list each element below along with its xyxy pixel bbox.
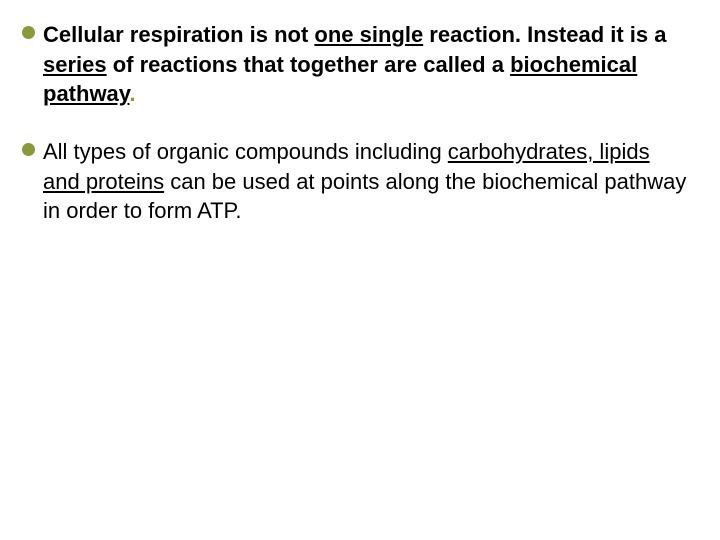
slide-content: Cellular respiration is not one single r…: [22, 20, 690, 226]
bullet-text: All types of organic compounds including…: [43, 137, 690, 226]
text-segment: .: [129, 81, 135, 106]
text-segment: All types of organic compounds including: [43, 139, 448, 164]
text-segment: one single: [314, 22, 423, 47]
bullet-item-0: Cellular respiration is not one single r…: [22, 20, 690, 109]
text-segment: series: [43, 52, 107, 77]
text-segment: Cellular respiration is not: [43, 22, 314, 47]
bullet-text: Cellular respiration is not one single r…: [43, 20, 690, 109]
bullet-marker-icon: [22, 143, 35, 156]
text-segment: reaction. Instead it is a: [423, 22, 666, 47]
bullet-item-1: All types of organic compounds including…: [22, 137, 690, 226]
bullet-marker-icon: [22, 26, 35, 39]
text-segment: of reactions that together are called a: [107, 52, 510, 77]
